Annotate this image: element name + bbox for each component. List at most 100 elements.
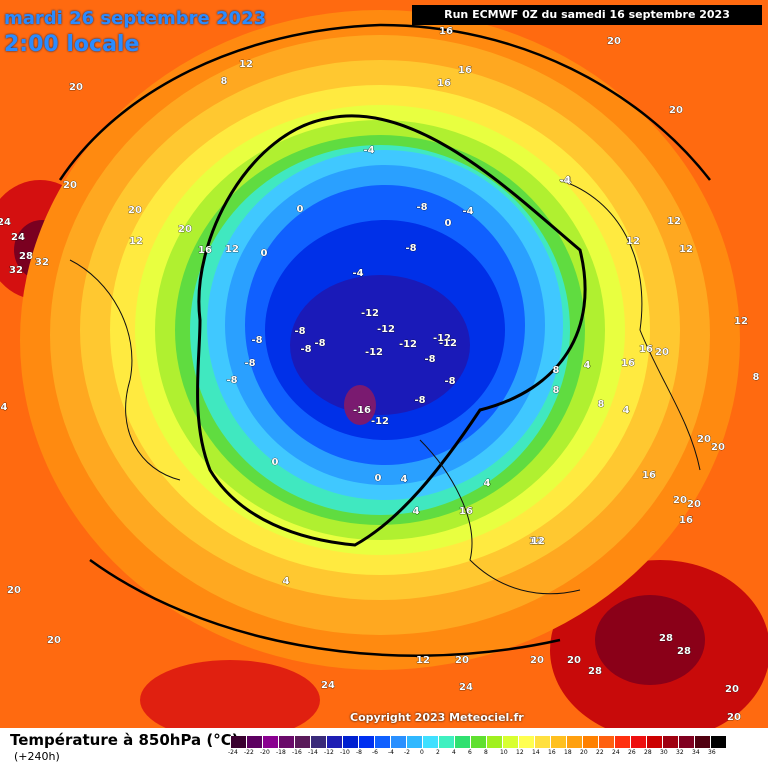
map-temperature-label: 28 (659, 633, 673, 644)
map-temperature-label: -4 (462, 206, 473, 217)
map-temperature-label: 16 (459, 506, 473, 517)
map-temperature-label: -8 (226, 375, 237, 386)
map-temperature-label: -4 (560, 176, 571, 187)
map-temperature-label: 12 (416, 655, 430, 666)
colorbar-label: 20 (580, 749, 588, 756)
band-minus16 (344, 385, 376, 425)
map-temperature-label: 4 (401, 474, 408, 485)
colorbar-step: 18 (564, 736, 582, 756)
map-temperature-label: 24 (321, 680, 335, 691)
map-temperature-label: 16 (621, 358, 635, 369)
zero-degree-contour (196, 114, 587, 547)
map-temperature-label: 20 (128, 205, 142, 216)
map-temperature-label: 4 (623, 405, 630, 416)
map-temperature-label: -4 (559, 175, 570, 186)
map-temperature-label: 12 (626, 236, 640, 247)
colorbar-step: 34 (692, 736, 710, 756)
colorbar-step: 0 (420, 736, 438, 756)
map-temperature-label: 12 (531, 536, 545, 547)
colorbar-label: -14 (308, 749, 318, 756)
map-temperature-label: 28 (19, 251, 33, 262)
colorbar-label: -10 (340, 749, 350, 756)
map-temperature-label: 12 (667, 216, 681, 227)
map-temperature-label: 12 (129, 236, 143, 247)
hot-core-southeast (595, 595, 705, 685)
colorbar-step: -4 (388, 736, 406, 756)
copyright-text: Copyright 2023 Meteociel.fr (350, 711, 524, 724)
colorbar-step: 30 (660, 736, 678, 756)
map-temperature-label: -8 (424, 354, 435, 365)
colorbar-label: -20 (260, 749, 270, 756)
colorbar-step: 32 (676, 736, 694, 756)
map-temperature-label: 16 (639, 344, 653, 355)
run-info-banner: Run ECMWF 0Z du samedi 16 septembre 2023 (412, 5, 762, 25)
map-temperature-label: 12 (679, 244, 693, 255)
map-temperature-label: 16 (679, 515, 693, 526)
colorbar-step: -2 (404, 736, 422, 756)
colorbar-step: 12 (516, 736, 534, 756)
colorbar-step: 36 (708, 736, 726, 756)
colorbar-step: -16 (292, 736, 310, 756)
map-temperature-label: 16 (439, 26, 453, 37)
colorbar-step: -10 (340, 736, 358, 756)
colorbar-step: 22 (596, 736, 614, 756)
colorbar-step: 20 (580, 736, 598, 756)
colorbar-step: -12 (324, 736, 342, 756)
map-temperature-label: 20 (655, 347, 669, 358)
colorbar-label: 4 (452, 749, 456, 756)
map-temperature-label: -8 (405, 243, 416, 254)
colorbar-label: -8 (356, 749, 362, 756)
legend-title: Température à 850hPa (°C) (10, 731, 239, 749)
colorbar-label: -6 (372, 749, 378, 756)
map-temperature-label: -8 (300, 344, 311, 355)
map-temperature-label: 20 (69, 82, 83, 93)
map-temperature-label: 0 (297, 204, 304, 215)
contour-20-south (89, 558, 561, 657)
map-temperature-label: 20 (47, 635, 61, 646)
contour-20-north (58, 23, 711, 181)
map-temperature-label: 20 (687, 499, 701, 510)
colorbar-label: -4 (388, 749, 394, 756)
colorbar-step: -18 (276, 736, 294, 756)
map-temperature-label: -8 (244, 358, 255, 369)
colorbar-step: 2 (436, 736, 454, 756)
map-temperature-label: 12 (225, 244, 239, 255)
map-temperature-label: 12 (529, 536, 543, 547)
map-temperature-label: 4 (413, 506, 420, 517)
map-temperature-label: -12 (361, 308, 379, 319)
colorbar-label: 8 (484, 749, 488, 756)
colorbar-label: 6 (468, 749, 472, 756)
map-temperature-label: -8 (251, 335, 262, 346)
map-temperature-label: 4 (584, 360, 591, 371)
colorbar-label: 34 (692, 749, 700, 756)
colorbar-step: -14 (308, 736, 326, 756)
map-temperature-label: 32 (9, 265, 23, 276)
map-temperature-label: -8 (444, 376, 455, 387)
map-temperature-label: 8 (553, 385, 560, 396)
map-temperature-label: 8 (221, 76, 228, 87)
temperature-map: 16 20 16 16 12 8 20 20 24 24 28 32 32 20 20 12 16 12 0 0 -4-… (0, 0, 768, 728)
map-temperature-label: 20 (725, 684, 739, 695)
map-temperature-label: -8 (294, 326, 305, 337)
map-temperature-label: -4 (352, 268, 363, 279)
map-temperature-label: -16 (353, 405, 371, 416)
temperature-colorbar: -24 -22 -20 -18 -16 -14 -12 -10 -8 -6 -4 -2 0 2 4 6 8 10 1… (228, 736, 726, 756)
colorbar-label: -12 (324, 749, 334, 756)
colorbar-label: 36 (708, 749, 716, 756)
map-temperature-label: 24 (459, 682, 473, 693)
colorbar-label: -18 (276, 749, 286, 756)
map-temperature-label: 28 (588, 666, 602, 677)
map-temperature-label: 32 (35, 257, 49, 268)
map-temperature-label: 4 (1, 402, 8, 413)
map-temperature-label: 20 (727, 712, 741, 723)
colorbar-step: 10 (500, 736, 518, 756)
map-temperature-label: 24 (11, 232, 25, 243)
date-title: mardi 26 septembre 2023 (4, 8, 267, 29)
colorbar-step: -20 (260, 736, 278, 756)
map-temperature-label: 20 (673, 495, 687, 506)
map-temperature-label: 20 (530, 655, 544, 666)
map-temperature-label: 0 (375, 473, 382, 484)
colorbar-label: 26 (628, 749, 636, 756)
map-temperature-label: -4 (363, 145, 374, 156)
map-temperature-label: 12 (239, 59, 253, 70)
